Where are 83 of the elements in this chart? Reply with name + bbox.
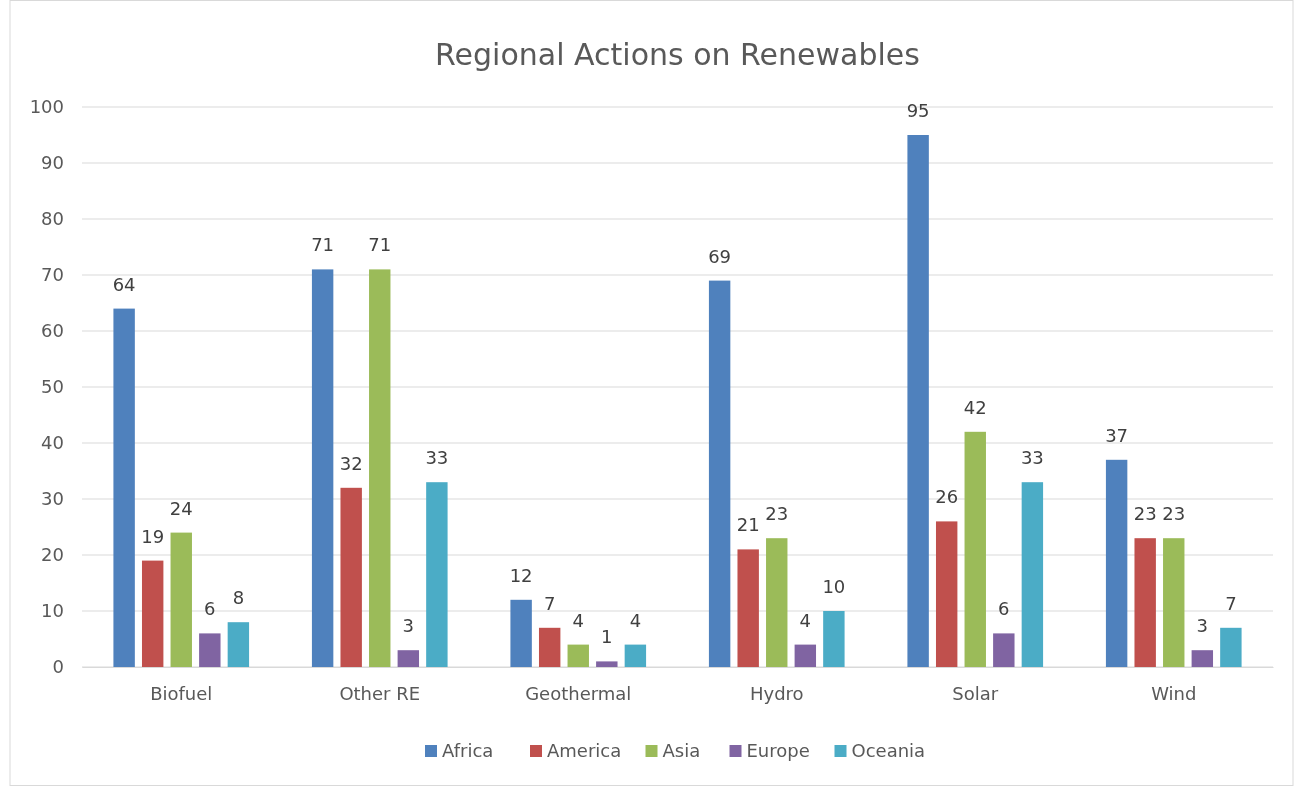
data-label: 6 — [204, 598, 216, 620]
data-label: 32 — [339, 452, 363, 474]
data-label: 42 — [963, 396, 987, 418]
x-tick-label: Other RE — [339, 682, 421, 704]
bar — [596, 661, 618, 667]
x-tick-label: Biofuel — [150, 682, 213, 704]
data-label: 37 — [1105, 424, 1129, 446]
x-tick-label: Hydro — [749, 682, 804, 704]
bar — [794, 644, 817, 667]
data-label: 69 — [708, 245, 732, 267]
bar — [141, 560, 164, 667]
bar — [170, 532, 192, 667]
bar — [737, 549, 759, 667]
legend-label: Oceania — [851, 740, 926, 761]
bar — [199, 633, 221, 667]
data-label: 1 — [601, 626, 613, 648]
bar — [766, 538, 788, 667]
data-label: 23 — [765, 503, 789, 525]
y-tick-label: 60 — [41, 320, 64, 342]
data-label: 6 — [998, 598, 1010, 620]
data-label: 3 — [402, 615, 415, 637]
y-tick-label: 80 — [41, 208, 64, 230]
data-label: 10 — [822, 576, 846, 597]
y-tick-label: 70 — [41, 264, 64, 286]
bar — [907, 135, 929, 667]
bar — [567, 644, 589, 667]
data-label: 19 — [141, 525, 165, 547]
bar — [1021, 482, 1044, 667]
bar — [708, 280, 731, 667]
data-label: 71 — [311, 234, 335, 256]
data-label: 7 — [543, 592, 556, 614]
y-tick-label: 50 — [41, 376, 64, 398]
data-label: 33 — [425, 447, 449, 469]
bar — [113, 308, 135, 667]
data-label: 64 — [112, 273, 136, 295]
bar — [823, 611, 845, 667]
y-tick-label: 40 — [41, 432, 64, 454]
bar — [993, 633, 1015, 667]
y-tick-label: 0 — [52, 656, 64, 678]
bar — [369, 269, 391, 667]
y-tick-label: 30 — [41, 488, 64, 510]
bar — [538, 627, 561, 667]
y-tick-label: 100 — [29, 96, 64, 118]
bar — [935, 521, 958, 667]
data-label: 21 — [736, 514, 760, 536]
bar — [426, 482, 448, 667]
data-label: 23 — [1162, 503, 1186, 525]
bar — [1134, 538, 1156, 667]
data-label: 4 — [629, 609, 642, 631]
data-label: 71 — [368, 234, 392, 256]
bar — [510, 599, 532, 667]
bar — [624, 644, 647, 667]
data-label: 33 — [1020, 447, 1044, 469]
x-tick-label: Geothermal — [525, 682, 632, 704]
bar — [397, 650, 420, 667]
y-tick-label: 10 — [41, 600, 64, 622]
legend-label: Asia — [662, 740, 701, 761]
data-label: 7 — [1225, 592, 1237, 614]
bar — [227, 622, 250, 667]
bar — [1191, 650, 1214, 667]
data-label: 3 — [1196, 615, 1209, 637]
bar — [340, 487, 362, 667]
bar — [1163, 538, 1185, 667]
chart-title: Regional Actions on Renewables — [435, 37, 920, 72]
legend-label: Europe — [746, 740, 810, 761]
legend-label: Africa — [442, 740, 494, 761]
bar — [1220, 627, 1242, 667]
data-label: 8 — [232, 587, 245, 609]
data-label: 24 — [169, 497, 193, 519]
legend-label: America — [547, 740, 622, 761]
data-label: 26 — [935, 486, 959, 508]
bar — [964, 431, 986, 667]
bar — [311, 269, 334, 667]
data-label: 4 — [572, 609, 584, 631]
y-tick-label: 20 — [41, 544, 64, 566]
data-label: 23 — [1133, 503, 1157, 525]
x-tick-label: Wind — [1151, 682, 1197, 704]
data-label: 95 — [906, 100, 930, 121]
y-tick-label: 90 — [41, 152, 64, 174]
bar — [1105, 459, 1128, 667]
data-label: 12 — [509, 564, 533, 586]
data-label: 4 — [799, 609, 812, 631]
x-tick-label: Solar — [952, 682, 999, 704]
